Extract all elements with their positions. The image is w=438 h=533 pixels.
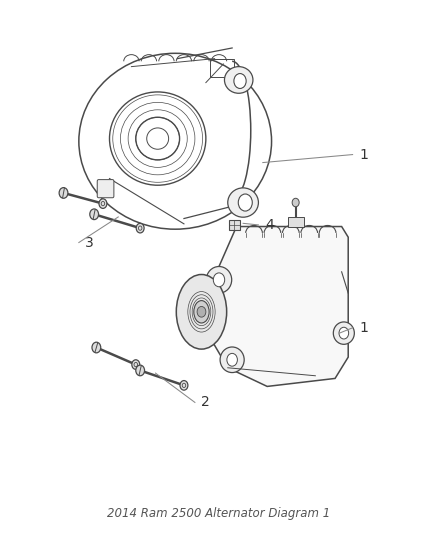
- Ellipse shape: [220, 347, 244, 373]
- Ellipse shape: [194, 301, 209, 323]
- PathPatch shape: [206, 227, 348, 386]
- Bar: [288, 217, 304, 227]
- Text: 2: 2: [201, 395, 210, 409]
- Ellipse shape: [206, 266, 232, 293]
- Ellipse shape: [176, 274, 227, 349]
- Circle shape: [132, 360, 140, 369]
- Text: 4: 4: [265, 218, 274, 232]
- Circle shape: [227, 353, 237, 366]
- Bar: [229, 220, 240, 230]
- Ellipse shape: [228, 188, 258, 217]
- Bar: [210, 59, 234, 77]
- Ellipse shape: [333, 322, 354, 344]
- Circle shape: [92, 342, 101, 353]
- Circle shape: [238, 194, 252, 211]
- Circle shape: [90, 209, 99, 220]
- Ellipse shape: [224, 67, 253, 93]
- Circle shape: [59, 188, 68, 198]
- Circle shape: [292, 198, 299, 207]
- Text: 3: 3: [85, 236, 94, 249]
- Circle shape: [197, 306, 206, 317]
- Text: 1: 1: [359, 321, 368, 335]
- Circle shape: [213, 273, 225, 287]
- Circle shape: [136, 365, 145, 376]
- FancyBboxPatch shape: [97, 180, 114, 198]
- Circle shape: [99, 199, 107, 208]
- Circle shape: [136, 223, 144, 233]
- Text: 1: 1: [359, 148, 368, 161]
- Circle shape: [234, 74, 246, 88]
- Text: 2014 Ram 2500 Alternator Diagram 1: 2014 Ram 2500 Alternator Diagram 1: [107, 507, 331, 520]
- Circle shape: [339, 327, 349, 339]
- Circle shape: [180, 381, 188, 390]
